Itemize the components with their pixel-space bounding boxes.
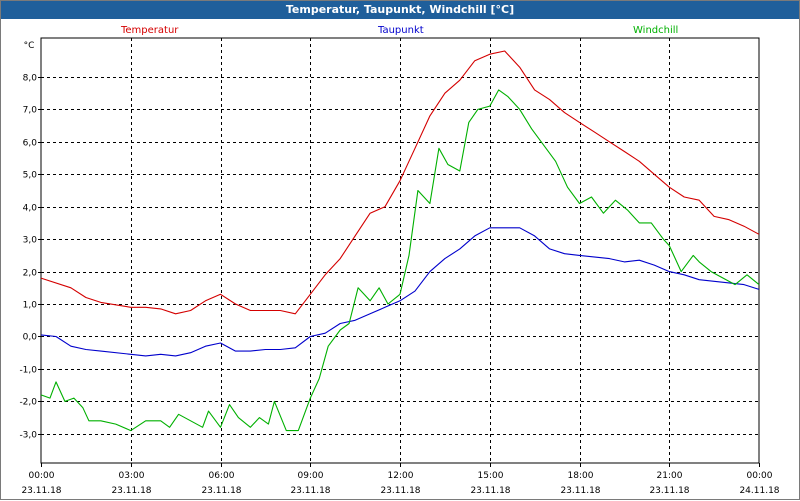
legend-temperatur: Temperatur <box>121 25 179 36</box>
legend-taupunkt: Taupunkt <box>378 25 424 36</box>
x-tick-date: 23.11.18 <box>290 486 330 496</box>
x-tick-time: 15:00 <box>478 471 504 481</box>
x-tick-time: 21:00 <box>657 471 683 481</box>
y-tick-label: 0,0 <box>23 333 38 343</box>
x-tick-date: 23.11.18 <box>470 486 510 496</box>
x-tick-date: 23.11.18 <box>201 486 241 496</box>
x-tick-time: 12:00 <box>388 471 414 481</box>
x-tick-date: 23.11.18 <box>111 486 151 496</box>
y-tick-label: 8,0 <box>23 74 38 84</box>
series-line-windchill <box>40 89 760 432</box>
x-tick-date: 23.11.18 <box>380 486 420 496</box>
y-tick-label: 2,0 <box>23 269 38 279</box>
y-tick-label: 7,0 <box>23 106 38 116</box>
y-tick-label: -3,0 <box>19 431 37 441</box>
y-axis-label: °C <box>24 41 35 51</box>
y-tick-label: 4,0 <box>23 204 38 214</box>
series-line-taupunkt <box>40 227 760 357</box>
y-tick-label: 3,0 <box>23 236 38 246</box>
x-tick-date: 23.11.18 <box>21 486 61 496</box>
x-tick-time: 18:00 <box>568 471 594 481</box>
y-tick-label: 5,0 <box>23 171 38 181</box>
x-tick-date: 23.11.18 <box>649 486 689 496</box>
series-line-temperatur <box>40 50 760 315</box>
x-tick-time: 00:00 <box>747 471 773 481</box>
y-tick-label: -1,0 <box>19 366 37 376</box>
window-title: Temperatur, Taupunkt, Windchill [°C] <box>1 1 799 19</box>
x-tick-time: 03:00 <box>119 471 145 481</box>
x-tick-time: 09:00 <box>298 471 324 481</box>
x-tick-date: 23.11.18 <box>560 486 600 496</box>
y-tick-label: 1,0 <box>23 301 38 311</box>
legend-windchill: Windchill <box>633 25 679 36</box>
x-tick-time: 00:00 <box>29 471 55 481</box>
x-tick-time: 06:00 <box>209 471 235 481</box>
y-tick-label: 6,0 <box>23 139 38 149</box>
x-tick-date: 24.11.18 <box>739 486 779 496</box>
y-tick-label: -2,0 <box>19 398 37 408</box>
